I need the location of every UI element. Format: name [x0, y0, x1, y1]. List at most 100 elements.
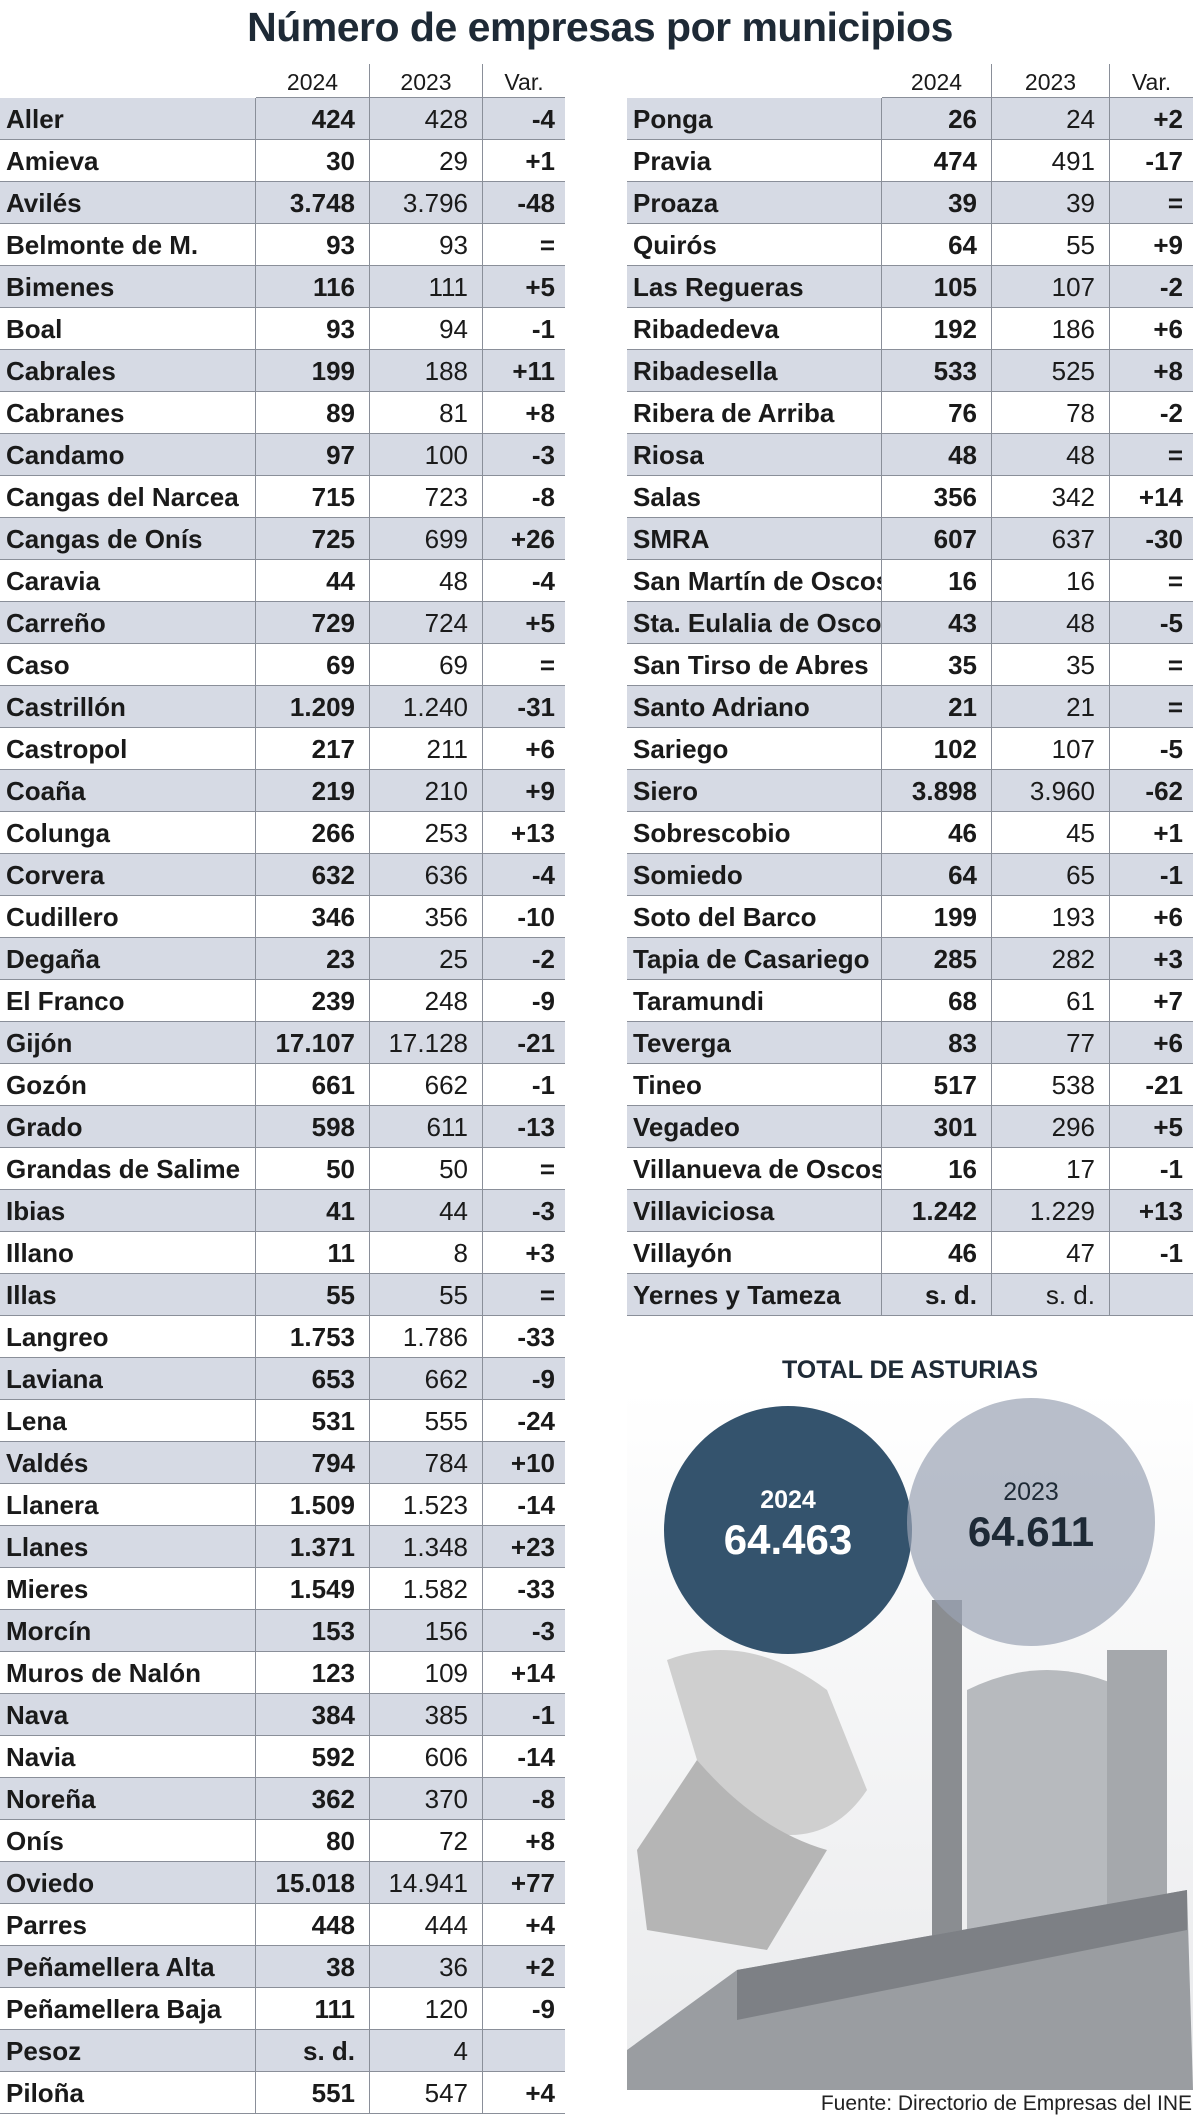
value-cell: -9	[483, 980, 565, 1022]
value-cell: 97	[256, 434, 370, 476]
value-cell: -2	[1110, 266, 1193, 308]
value-cell: 21	[882, 686, 992, 728]
value-cell: -5	[1110, 728, 1193, 770]
municipality: Peñamellera Baja	[0, 1988, 256, 2030]
value-cell: 217	[256, 728, 370, 770]
value-cell: =	[483, 224, 565, 266]
value-cell: 3.796	[370, 182, 483, 224]
value-cell: 607	[882, 518, 992, 560]
municipality: Boal	[0, 308, 256, 350]
value-cell: 16	[882, 560, 992, 602]
title: Número de empresas por municipios	[247, 4, 953, 50]
municipality: Aller	[0, 98, 256, 140]
value-cell: 637	[992, 518, 1110, 560]
value-cell: 43	[882, 602, 992, 644]
municipality: Muros de Nalón	[0, 1652, 256, 1694]
value-cell: -2	[483, 938, 565, 980]
municipality: Candamo	[0, 434, 256, 476]
value-cell: 36	[370, 1946, 483, 1988]
column-header: 2023	[370, 64, 483, 98]
value-cell: -13	[483, 1106, 565, 1148]
municipality: Illas	[0, 1274, 256, 1316]
value-cell: +1	[1110, 812, 1193, 854]
municipality: Ribera de Arriba	[627, 392, 882, 434]
value-cell: -17	[1110, 140, 1193, 182]
value-cell: 356	[882, 476, 992, 518]
value-cell: 93	[370, 224, 483, 266]
value-cell: =	[483, 644, 565, 686]
value-cell: 26	[882, 98, 992, 140]
municipality: SMRA	[627, 518, 882, 560]
value-cell: 111	[370, 266, 483, 308]
value-cell: 38	[256, 1946, 370, 1988]
value-cell: -8	[483, 476, 565, 518]
value-cell: 83	[882, 1022, 992, 1064]
value-cell: =	[483, 1148, 565, 1190]
value-cell: 78	[992, 392, 1110, 434]
value-cell: +4	[483, 1904, 565, 1946]
value-cell: +14	[1110, 476, 1193, 518]
value-cell: 1.509	[256, 1484, 370, 1526]
value-cell: 16	[992, 560, 1110, 602]
value-cell: 21	[992, 686, 1110, 728]
value-cell: 699	[370, 518, 483, 560]
municipality: Piloña	[0, 2072, 256, 2114]
municipality: Amieva	[0, 140, 256, 182]
value-cell: 93	[256, 224, 370, 266]
municipality: Navia	[0, 1736, 256, 1778]
value-cell: 384	[256, 1694, 370, 1736]
value-cell: 724	[370, 602, 483, 644]
municipality: Castropol	[0, 728, 256, 770]
value-cell: -21	[483, 1022, 565, 1064]
value-cell	[483, 2030, 565, 2072]
value-cell: 301	[882, 1106, 992, 1148]
value-cell: 64	[882, 854, 992, 896]
value-cell: 15.018	[256, 1862, 370, 1904]
value-cell: 35	[882, 644, 992, 686]
value-cell: s. d.	[992, 1274, 1110, 1316]
municipality: Caso	[0, 644, 256, 686]
value-cell: 46	[882, 1232, 992, 1274]
municipality: Gozón	[0, 1064, 256, 1106]
value-cell: 45	[992, 812, 1110, 854]
value-cell: 17	[992, 1148, 1110, 1190]
municipality: Sariego	[627, 728, 882, 770]
value-cell: =	[483, 1274, 565, 1316]
value-cell: -24	[483, 1400, 565, 1442]
value-cell: 219	[256, 770, 370, 812]
municipality: El Franco	[0, 980, 256, 1022]
value-cell: 68	[882, 980, 992, 1022]
value-cell: 199	[256, 350, 370, 392]
value-cell: +6	[1110, 308, 1193, 350]
value-cell: 474	[882, 140, 992, 182]
value-cell: 606	[370, 1736, 483, 1778]
value-cell: +5	[483, 602, 565, 644]
value-cell: 47	[992, 1232, 1110, 1274]
municipality: Castrillón	[0, 686, 256, 728]
value-cell: 1.371	[256, 1526, 370, 1568]
value-cell: 725	[256, 518, 370, 560]
total-title: TOTAL DE ASTURIAS	[781, 1356, 1039, 1384]
total-value: 64.463	[723, 1516, 853, 1563]
value-cell: -48	[483, 182, 565, 224]
value-cell: 239	[256, 980, 370, 1022]
municipality: Villaviciosa	[627, 1190, 882, 1232]
value-cell: 81	[370, 392, 483, 434]
value-cell: 517	[882, 1064, 992, 1106]
value-cell: 285	[882, 938, 992, 980]
value-cell: 69	[370, 644, 483, 686]
municipality: Pesoz	[0, 2030, 256, 2072]
value-cell: 29	[370, 140, 483, 182]
value-cell: 55	[992, 224, 1110, 266]
value-cell: 77	[992, 1022, 1110, 1064]
value-cell: -4	[483, 854, 565, 896]
total-year: 2023	[1003, 1478, 1059, 1506]
value-cell: 188	[370, 350, 483, 392]
value-cell: 784	[370, 1442, 483, 1484]
value-cell: 211	[370, 728, 483, 770]
municipality: San Tirso de Abres	[627, 644, 882, 686]
value-cell: 17.128	[370, 1022, 483, 1064]
municipality: Colunga	[0, 812, 256, 854]
value-cell: 210	[370, 770, 483, 812]
municipality: San Martín de Oscos	[627, 560, 882, 602]
